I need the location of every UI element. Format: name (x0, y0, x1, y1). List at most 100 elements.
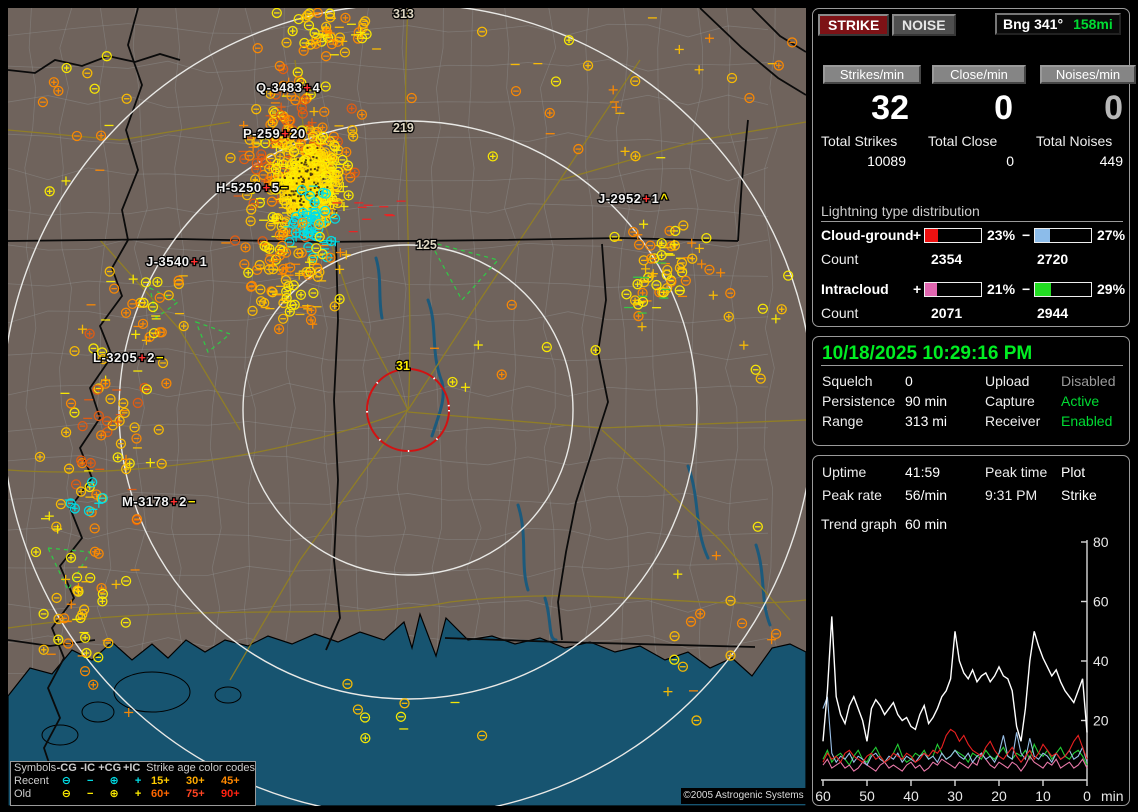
session-label: 9:31 PM (985, 487, 1038, 503)
ic-plus-sign: + (913, 281, 922, 297)
svg-text:min: min (1101, 788, 1124, 804)
strike-symbol-legend: Symbols -CG -IC +CG +IC Strike age color… (10, 761, 256, 806)
noise-mode-button[interactable]: NOISE (892, 14, 956, 36)
total-noises-value: 449 (1099, 153, 1123, 169)
noises-per-min-pill[interactable]: Noises/min (1040, 65, 1136, 84)
svg-text:80: 80 (1093, 536, 1109, 550)
ring-label-31: 31 (396, 359, 410, 373)
total-noises-label: Total Noises (1036, 133, 1113, 149)
status-value: Active (1061, 393, 1100, 409)
ic-pos-bar (924, 282, 982, 297)
svg-text:20: 20 (991, 788, 1007, 804)
cg-pos-count: 2354 (931, 251, 963, 267)
status-label: Upload (985, 373, 1030, 389)
lightning-map[interactable]: 313 219 125 31 Q-3483+4 P-259+20 H-5250+5− J-29… (8, 8, 806, 806)
bearing-indicator: Bng 341° 158mi (995, 13, 1121, 35)
ring-label-313: 313 (393, 8, 414, 21)
session-value: Plot (1061, 464, 1086, 480)
storm-cell-label-H-5250: H-5250+5− (216, 180, 289, 195)
storm-cell-label-L-3205: L-3205+2− (93, 350, 164, 365)
status-label: Squelch (822, 373, 873, 389)
legend-age-code: 45+ (221, 775, 240, 787)
noises-per-min-value: 0 (1104, 89, 1123, 127)
intracloud-label: Intracloud (821, 281, 889, 297)
ic-pos-count: 2071 (931, 305, 963, 321)
status-value: 313 mi (905, 413, 948, 429)
legend-row-recent: Recent ⊖ − ⊕ +15+ 30+ 45+ (11, 775, 255, 788)
strike-stats-panel: STRIKE NOISE Bng 341° 158mi Strikes/min C… (812, 8, 1136, 327)
legend-row-old: Old ⊖ − ⊕ +60+ 75+ 90+ (11, 788, 255, 801)
legend-age-code: 15+ (151, 775, 170, 787)
strikes-per-min-pill[interactable]: Strikes/min (823, 65, 921, 84)
ring-label-219: 219 (393, 121, 414, 135)
ic-count-label: Count (821, 305, 859, 321)
close-per-min-value: 0 (994, 89, 1013, 127)
legend-symbols-label: Symbols (14, 762, 57, 774)
ic-neg-percent: 29% (1097, 281, 1126, 297)
session-value: Strike (1061, 487, 1097, 503)
legend-age-code: 90+ (221, 788, 240, 800)
legend-age-header: Strike age color codes (146, 762, 256, 774)
legend-symbol--IC: − (87, 788, 94, 800)
map-canvas: 313 219 125 31 Q-3483+4 P-259+20 H-5250+5− J-29… (8, 8, 806, 806)
status-value: Disabled (1061, 373, 1116, 389)
total-strikes-value: 10089 (867, 153, 906, 169)
storm-cell-label-Q-3483: Q-3483+4 (256, 80, 320, 95)
storm-cell-label-P-259: P-259+20 (243, 126, 306, 141)
strikes-per-min-value: 32 (871, 89, 909, 127)
status-label: Range (822, 413, 864, 429)
storm-cell-label-J-3540: J-3540+1 (146, 254, 207, 269)
legend-symbol-+CG: ⊕ (109, 775, 119, 787)
legend-col-pos-cg: +CG (98, 762, 122, 774)
status-divider (821, 365, 1123, 366)
distribution-title: Lightning type distribution (821, 203, 980, 219)
strike-mode-button[interactable]: STRIKE (818, 14, 890, 36)
bearing-value: Bng 341° (1003, 16, 1064, 32)
status-label: Capture (985, 393, 1035, 409)
svg-text:60: 60 (1093, 594, 1109, 610)
storm-cell-label-J-2952: J-2952+1^ (598, 191, 668, 206)
legend-symbol--IC: − (87, 775, 94, 787)
status-label: Receiver (985, 413, 1041, 429)
close-per-min-pill[interactable]: Close/min (932, 65, 1026, 84)
svg-text:50: 50 (859, 788, 875, 804)
trend-graph-label: Trend graph (821, 516, 897, 532)
svg-text:40: 40 (903, 788, 919, 804)
legend-age-code: 30+ (186, 775, 205, 787)
cg-pos-percent: 23% (987, 227, 1016, 243)
status-value: Enabled (1061, 413, 1113, 429)
session-label: Peak rate (822, 487, 882, 503)
legend-symbol-+CG: ⊕ (109, 788, 119, 800)
cg-count-label: Count (821, 251, 859, 267)
trend-graph: 20 40 60 80 60 50 40 30 20 10 0 min (815, 536, 1124, 804)
trend-graph-period: 60 min (905, 516, 948, 532)
cg-neg-percent: 27% (1097, 227, 1126, 243)
status-label: Persistence (822, 393, 896, 409)
ic-minus-sign: − (1022, 281, 1031, 297)
cg-pos-bar (924, 228, 982, 243)
legend-header-row: Symbols -CG -IC +CG +IC Strike age color… (11, 762, 255, 775)
legend-col-pos-ic: +IC (122, 762, 141, 774)
legend-row-label: Recent (14, 775, 49, 787)
svg-text:10: 10 (1035, 788, 1051, 804)
legend-symbol--CG: ⊖ (61, 775, 71, 787)
bearing-range: 158mi (1073, 16, 1113, 32)
legend-symbol-+IC: + (134, 788, 142, 800)
status-value: 0 (905, 373, 913, 389)
legend-col-neg-ic: -IC (80, 762, 96, 774)
status-value: 90 min (905, 393, 948, 409)
ring-label-125: 125 (416, 238, 437, 252)
session-label: Uptime (822, 464, 867, 480)
session-label: Peak time (985, 464, 1048, 480)
cg-minus-sign: − (1022, 227, 1031, 243)
cg-plus-sign: + (913, 227, 922, 243)
total-close-value: 0 (1006, 153, 1014, 169)
distribution-divider (821, 221, 1123, 222)
legend-symbol--CG: ⊖ (61, 788, 71, 800)
cloud-ground-label: Cloud-ground (821, 227, 914, 243)
total-strikes-label: Total Strikes (821, 133, 898, 149)
status-panel: 10/18/2025 10:29:16 PM Squelch 0 Upload … (812, 336, 1130, 446)
legend-row-label: Old (14, 788, 32, 800)
total-close-label: Total Close (928, 133, 998, 149)
